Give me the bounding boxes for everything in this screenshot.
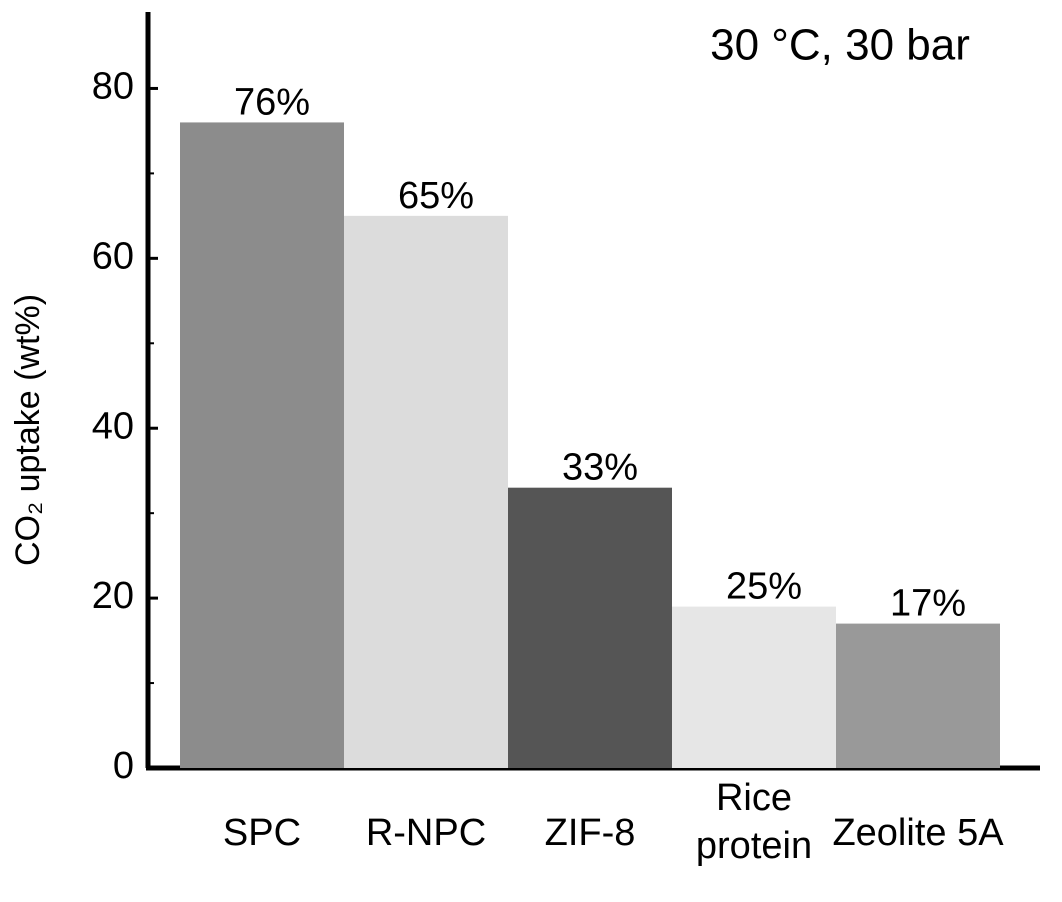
bar xyxy=(344,215,508,768)
x-tick-label: ZIF-8 xyxy=(545,812,636,854)
y-tick-label: 0 xyxy=(113,745,134,787)
y-tick-label: 20 xyxy=(92,575,134,617)
bar xyxy=(672,606,836,768)
x-tick-label: Rice protein xyxy=(696,777,812,867)
bar-annotation: 25% xyxy=(726,566,802,608)
bar xyxy=(836,623,1000,768)
bar-annotation: 76% xyxy=(234,81,310,123)
y-tick-label: 80 xyxy=(92,65,134,107)
bar-annotation: 17% xyxy=(890,583,966,625)
y-tick-label: 60 xyxy=(92,235,134,277)
y-axis-label: CO₂ uptake (wt%) xyxy=(9,294,47,566)
bar-annotation: 33% xyxy=(562,447,638,489)
x-tick-label: SPC xyxy=(223,812,301,854)
bar xyxy=(180,122,344,769)
bar-annotation: 65% xyxy=(398,175,474,217)
x-tick-label: Zeolite 5A xyxy=(832,812,1004,854)
bar xyxy=(508,487,672,768)
y-tick-label: 40 xyxy=(92,405,134,447)
condition-annotation: 30 °C, 30 bar xyxy=(710,21,970,70)
x-tick-label: R-NPC xyxy=(366,812,486,854)
